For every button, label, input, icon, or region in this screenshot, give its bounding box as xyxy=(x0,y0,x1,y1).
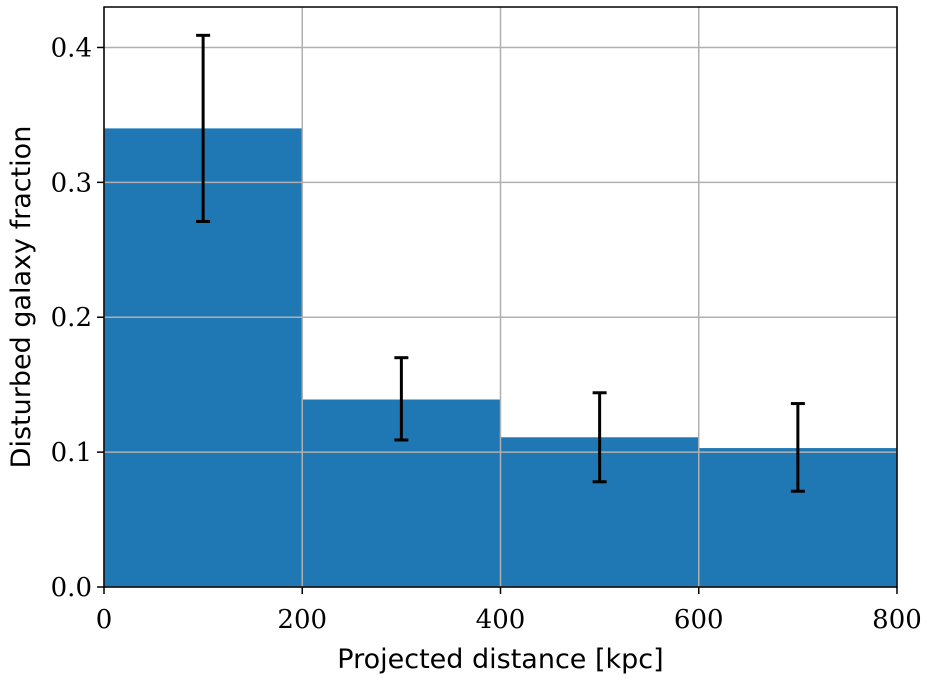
errorbars-group xyxy=(196,33,805,493)
error-bar xyxy=(196,33,211,223)
error-bar xyxy=(790,402,805,493)
x-tick-label: 0 xyxy=(96,605,113,635)
y-axis-label: Disturbed galaxy fraction xyxy=(6,126,37,469)
y-tick-label: 0.2 xyxy=(51,303,92,333)
y-tick-label: 0.1 xyxy=(51,438,92,468)
x-tick-label: 400 xyxy=(476,605,526,635)
y-tick-label: 0.3 xyxy=(51,168,92,198)
y-tick-label: 0.0 xyxy=(51,573,92,603)
x-ticks-group: 0 200 400 600 800 xyxy=(96,587,922,635)
error-bar xyxy=(592,391,607,484)
x-tick-label: 200 xyxy=(277,605,327,635)
y-ticks-group: 0.0 0.1 0.2 0.3 0.4 xyxy=(51,33,104,603)
x-tick-label: 600 xyxy=(674,605,724,635)
error-bar xyxy=(394,356,409,442)
x-tick-label: 800 xyxy=(872,605,922,635)
y-tick-label: 0.4 xyxy=(51,33,92,63)
x-axis-label: Projected distance [kpc] xyxy=(337,644,663,675)
